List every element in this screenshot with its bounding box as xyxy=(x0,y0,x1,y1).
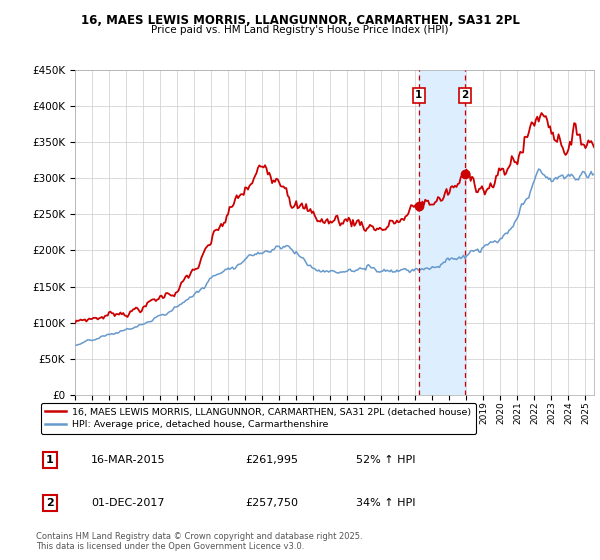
Text: 16-MAR-2015: 16-MAR-2015 xyxy=(91,455,166,465)
Text: 52% ↑ HPI: 52% ↑ HPI xyxy=(356,455,416,465)
Text: £261,995: £261,995 xyxy=(246,455,299,465)
Bar xyxy=(419,70,465,395)
Text: 2: 2 xyxy=(461,90,469,100)
Text: £257,750: £257,750 xyxy=(246,498,299,508)
Text: Contains HM Land Registry data © Crown copyright and database right 2025.
This d: Contains HM Land Registry data © Crown c… xyxy=(36,532,362,552)
Text: 34% ↑ HPI: 34% ↑ HPI xyxy=(356,498,416,508)
Legend: 16, MAES LEWIS MORRIS, LLANGUNNOR, CARMARTHEN, SA31 2PL (detached house), HPI: A: 16, MAES LEWIS MORRIS, LLANGUNNOR, CARMA… xyxy=(41,403,476,434)
Text: 01-DEC-2017: 01-DEC-2017 xyxy=(91,498,164,508)
Text: 2: 2 xyxy=(46,498,53,508)
Text: 1: 1 xyxy=(415,90,422,100)
Text: Price paid vs. HM Land Registry's House Price Index (HPI): Price paid vs. HM Land Registry's House … xyxy=(151,25,449,35)
Text: 1: 1 xyxy=(46,455,53,465)
Text: 16, MAES LEWIS MORRIS, LLANGUNNOR, CARMARTHEN, SA31 2PL: 16, MAES LEWIS MORRIS, LLANGUNNOR, CARMA… xyxy=(80,14,520,27)
